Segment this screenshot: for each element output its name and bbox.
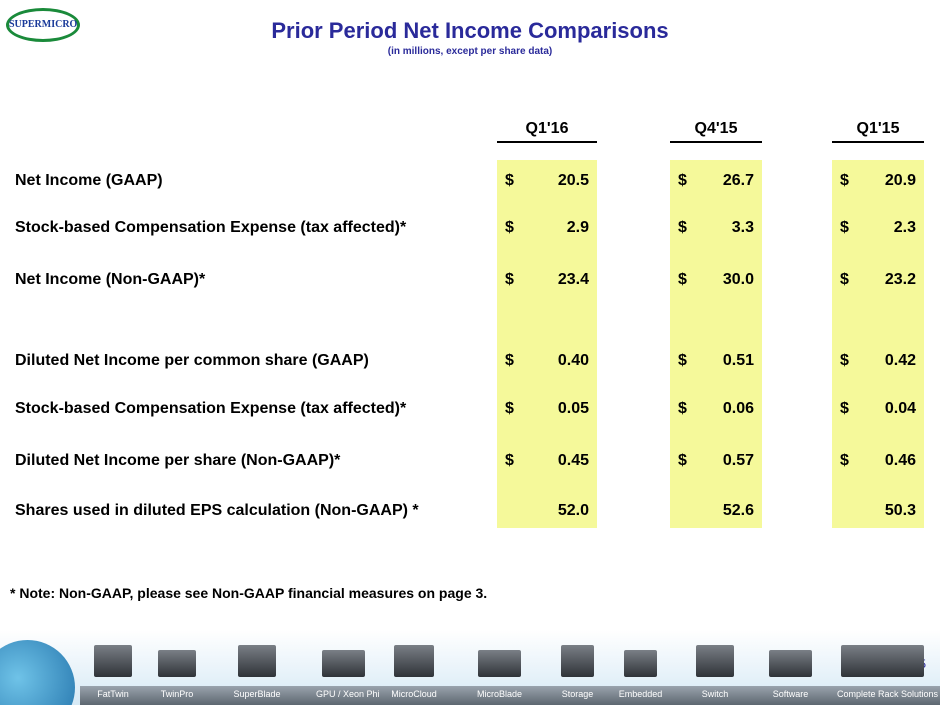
- currency: $: [505, 352, 514, 369]
- currency: $: [505, 400, 514, 417]
- currency: $: [678, 452, 687, 469]
- currency: $: [678, 271, 687, 288]
- column-header: Q1'15: [832, 120, 924, 143]
- product-label: Storage: [561, 689, 594, 699]
- currency: $: [840, 271, 849, 288]
- product-image: [696, 645, 734, 677]
- footer-strip: [80, 686, 940, 705]
- product-image: [322, 650, 365, 677]
- product-image: [769, 650, 812, 677]
- currency: $: [505, 271, 514, 288]
- value: 20.5: [557, 172, 589, 189]
- column-header: Q1'16: [497, 120, 597, 143]
- value: 0.05: [557, 400, 589, 417]
- value: 0.40: [557, 352, 589, 369]
- product-image: [841, 645, 924, 677]
- currency: $: [505, 219, 514, 236]
- product-label: Software: [772, 689, 809, 699]
- product-image: [238, 645, 276, 677]
- product-label: GPU / Xeon Phi: [316, 689, 380, 699]
- currency: $: [678, 400, 687, 417]
- value: 0.42: [884, 352, 916, 369]
- value: 0.04: [884, 400, 916, 417]
- product-label: MicroBlade: [476, 689, 523, 699]
- currency: $: [678, 352, 687, 369]
- row-label: Stock-based Compensation Expense (tax af…: [15, 219, 407, 236]
- value: 23.2: [884, 271, 916, 288]
- title: Prior Period Net Income Comparisons: [271, 18, 669, 43]
- value: 52.6: [722, 502, 754, 519]
- value: 0.45: [557, 452, 589, 469]
- product-label: Embedded: [618, 689, 663, 699]
- product-image: [561, 645, 594, 677]
- product-label: TwinPro: [160, 689, 194, 699]
- product-image: [624, 650, 657, 677]
- product-image: [394, 645, 434, 677]
- row-label: Net Income (Non-GAAP)*: [15, 271, 206, 288]
- column-highlight: [497, 160, 597, 528]
- column-highlight: [670, 160, 762, 528]
- column-highlight: [832, 160, 924, 528]
- value: 23.4: [557, 271, 589, 288]
- row-label: Net Income (GAAP): [15, 172, 163, 189]
- column-header: Q4'15: [670, 120, 762, 143]
- value: 0.46: [884, 452, 916, 469]
- row-label: Diluted Net Income per common share (GAA…: [15, 352, 369, 369]
- value: 0.51: [722, 352, 754, 369]
- currency: $: [840, 400, 849, 417]
- value: 2.9: [566, 219, 589, 236]
- currency: $: [505, 452, 514, 469]
- product-label: Complete Rack Solutions: [836, 689, 939, 699]
- currency: $: [840, 219, 849, 236]
- product-image: [478, 650, 521, 677]
- currency: $: [678, 219, 687, 236]
- value: 26.7: [722, 172, 754, 189]
- currency: $: [840, 172, 849, 189]
- product-image: [158, 650, 196, 677]
- currency: $: [678, 172, 687, 189]
- value: 3.3: [731, 219, 754, 236]
- subtitle: (in millions, except per share data): [387, 46, 553, 57]
- currency: $: [505, 172, 514, 189]
- value: 30.0: [722, 271, 754, 288]
- row-label: Stock-based Compensation Expense (tax af…: [15, 400, 407, 417]
- value: 0.06: [722, 400, 754, 417]
- row-label: Diluted Net Income per share (Non-GAAP)*: [15, 452, 341, 469]
- product-label: MicroCloud: [391, 689, 437, 699]
- value: 2.3: [893, 219, 916, 236]
- currency: $: [840, 452, 849, 469]
- product-label: FatTwin: [97, 689, 129, 699]
- logo: SUPERMICRO: [6, 8, 80, 42]
- currency: $: [840, 352, 849, 369]
- product-label: Switch: [701, 689, 729, 699]
- value: 50.3: [884, 502, 916, 519]
- product-image: [94, 645, 132, 677]
- value: 20.9: [884, 172, 916, 189]
- note: * Note: Non-GAAP, please see Non-GAAP fi…: [10, 585, 488, 601]
- value: 52.0: [557, 502, 589, 519]
- row-label: Shares used in diluted EPS calculation (…: [15, 502, 419, 519]
- product-label: SuperBlade: [233, 689, 281, 699]
- value: 0.57: [722, 452, 754, 469]
